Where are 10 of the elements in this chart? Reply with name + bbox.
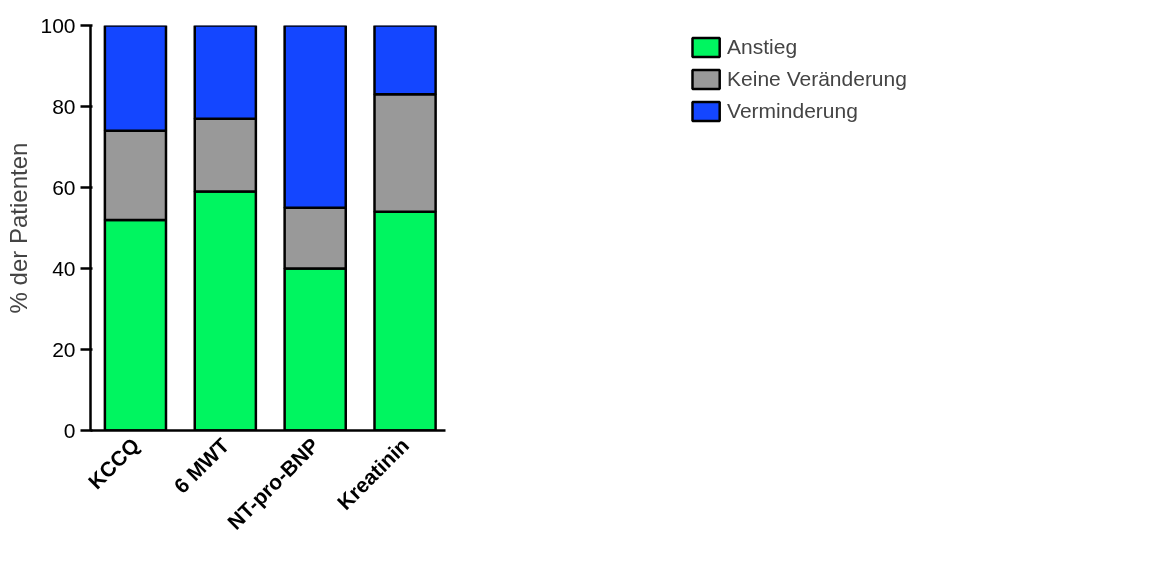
- y-tick-label: 40: [52, 256, 76, 280]
- y-tick-label: 100: [40, 13, 76, 37]
- y-tick-label: 60: [52, 175, 76, 199]
- legend-label: Anstieg: [727, 35, 798, 59]
- y-axis-title: % der Patienten: [5, 142, 33, 314]
- legend-label: Keine Veränderung: [727, 67, 907, 91]
- y-tick-label: 0: [63, 418, 76, 442]
- y-tick-label: 20: [52, 337, 76, 361]
- legend-label: Verminderung: [727, 99, 858, 123]
- y-tick-label: 80: [52, 94, 76, 118]
